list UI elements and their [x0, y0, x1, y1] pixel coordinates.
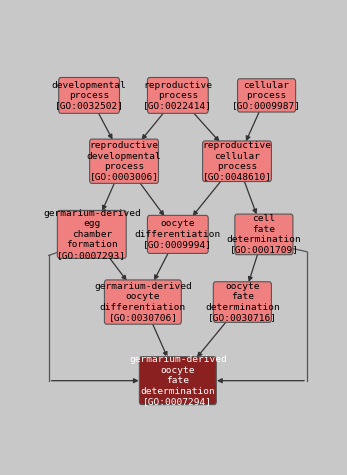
- Text: germarium-derived
egg
chamber
formation
[GO:0007293]: germarium-derived egg chamber formation …: [43, 209, 141, 260]
- FancyBboxPatch shape: [213, 282, 271, 323]
- Text: oocyte
fate
determination
[GO:0030716]: oocyte fate determination [GO:0030716]: [205, 282, 280, 322]
- Text: reproductive
cellular
process
[GO:0048610]: reproductive cellular process [GO:004861…: [203, 141, 271, 181]
- Text: reproductive
developmental
process
[GO:0003006]: reproductive developmental process [GO:0…: [87, 141, 161, 181]
- FancyBboxPatch shape: [104, 280, 181, 324]
- FancyBboxPatch shape: [57, 210, 126, 258]
- Text: developmental
process
[GO:0032502]: developmental process [GO:0032502]: [52, 80, 126, 110]
- Text: germarium-derived
oocyte
differentiation
[GO:0030706]: germarium-derived oocyte differentiation…: [94, 282, 192, 322]
- FancyBboxPatch shape: [139, 357, 216, 405]
- FancyBboxPatch shape: [90, 139, 159, 183]
- Text: cell
fate
determination
[GO:0001709]: cell fate determination [GO:0001709]: [227, 214, 301, 255]
- FancyBboxPatch shape: [147, 77, 208, 114]
- FancyBboxPatch shape: [59, 77, 119, 114]
- Text: germarium-derived
oocyte
fate
determination
[GO:0007294]: germarium-derived oocyte fate determinat…: [129, 355, 227, 406]
- FancyBboxPatch shape: [235, 214, 293, 255]
- Text: reproductive
process
[GO:0022414]: reproductive process [GO:0022414]: [143, 80, 212, 110]
- FancyBboxPatch shape: [147, 215, 208, 253]
- Text: oocyte
differentiation
[GO:0009994]: oocyte differentiation [GO:0009994]: [135, 219, 221, 249]
- FancyBboxPatch shape: [203, 141, 271, 181]
- FancyBboxPatch shape: [238, 79, 296, 112]
- Text: cellular
process
[GO:0009987]: cellular process [GO:0009987]: [232, 80, 301, 110]
